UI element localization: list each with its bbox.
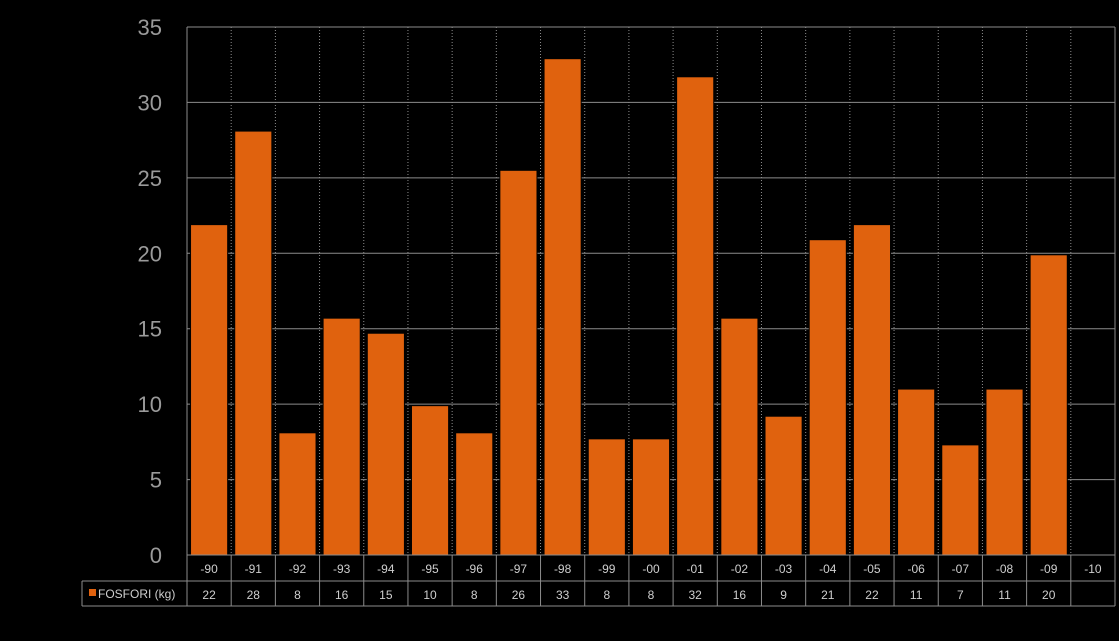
data-table-value: 16 <box>335 588 349 602</box>
x-tick-label: -04 <box>819 562 837 576</box>
data-table-value: 8 <box>648 588 655 602</box>
data-table-value: 7 <box>957 588 964 602</box>
x-tick-label: -05 <box>863 562 881 576</box>
bar <box>587 438 626 556</box>
data-table-value: 16 <box>733 588 747 602</box>
x-tick-label: -90 <box>200 562 218 576</box>
x-tick-label: -97 <box>510 562 528 576</box>
bar <box>852 224 892 556</box>
x-tick-label: -93 <box>333 562 351 576</box>
bar <box>985 388 1024 556</box>
bar <box>278 432 317 556</box>
bar <box>897 388 936 556</box>
x-tick-label: -96 <box>466 562 484 576</box>
bar <box>543 58 582 556</box>
bar <box>676 76 715 556</box>
x-tick-label: -03 <box>775 562 793 576</box>
data-table-value: 8 <box>294 588 301 602</box>
x-tick-label: -01 <box>687 562 705 576</box>
bar <box>720 317 759 556</box>
y-tick-label: 10 <box>138 392 162 417</box>
x-tick-label: -95 <box>421 562 439 576</box>
legend-swatch <box>89 589 96 596</box>
y-tick-label: 30 <box>138 90 162 115</box>
data-table-value: 33 <box>556 588 570 602</box>
y-tick-label: 15 <box>138 317 162 342</box>
y-tick-label: 35 <box>138 15 162 40</box>
x-tick-label: -10 <box>1084 562 1102 576</box>
data-table-value: 22 <box>865 588 879 602</box>
x-tick-label: -91 <box>245 562 263 576</box>
bar <box>808 239 847 556</box>
x-tick-label: -07 <box>952 562 970 576</box>
data-table: FOSFORI (kg) 22 28 8 16 15 10 8 26 33 8 8 32 16 9 21 22… <box>81 554 1116 607</box>
bar-series <box>190 58 1068 556</box>
grid-lines <box>186 26 1116 556</box>
data-table-value: 26 <box>512 588 526 602</box>
x-tick-label: -92 <box>289 562 307 576</box>
data-table-value: 15 <box>379 588 393 602</box>
x-tick-label: -99 <box>598 562 616 576</box>
x-tick-label: -09 <box>1040 562 1058 576</box>
bar <box>190 224 229 556</box>
bar <box>764 415 803 556</box>
data-table-value: 8 <box>471 588 478 602</box>
x-tick-label: -02 <box>731 562 749 576</box>
data-table-value: 32 <box>689 588 703 602</box>
y-axis: 0 5 10 15 20 25 30 35 <box>138 15 162 568</box>
bar <box>455 432 494 556</box>
bar <box>322 317 361 556</box>
bar <box>410 405 450 556</box>
data-table-value: 21 <box>821 588 835 602</box>
x-tick-label: -98 <box>554 562 572 576</box>
x-tick-label: -00 <box>642 562 660 576</box>
data-table-value: 22 <box>202 588 216 602</box>
y-tick-label: 0 <box>150 543 162 568</box>
x-tick-label: -06 <box>907 562 925 576</box>
x-tick-label: -08 <box>996 562 1014 576</box>
bar <box>941 444 980 556</box>
data-table-value: 20 <box>1042 588 1056 602</box>
bar <box>499 169 538 556</box>
bar <box>1029 254 1068 556</box>
data-table-value: 10 <box>423 588 437 602</box>
bar <box>234 130 273 556</box>
bar <box>366 332 405 556</box>
data-table-value: 11 <box>910 588 923 602</box>
data-table-value: 11 <box>998 588 1011 602</box>
legend-label: FOSFORI (kg) <box>98 587 175 601</box>
y-tick-label: 20 <box>138 241 162 266</box>
bar <box>631 438 671 556</box>
data-table-value: 28 <box>247 588 261 602</box>
y-tick-label: 5 <box>150 468 162 493</box>
data-table-value: 9 <box>780 588 787 602</box>
y-tick-label: 25 <box>138 166 162 191</box>
x-tick-label: -94 <box>377 562 395 576</box>
data-table-value: 8 <box>603 588 610 602</box>
x-axis: -90 -91 -92 -93 -94 -95 -96 -97 -98 -99 -00 -01 -02 -… <box>200 562 1101 576</box>
